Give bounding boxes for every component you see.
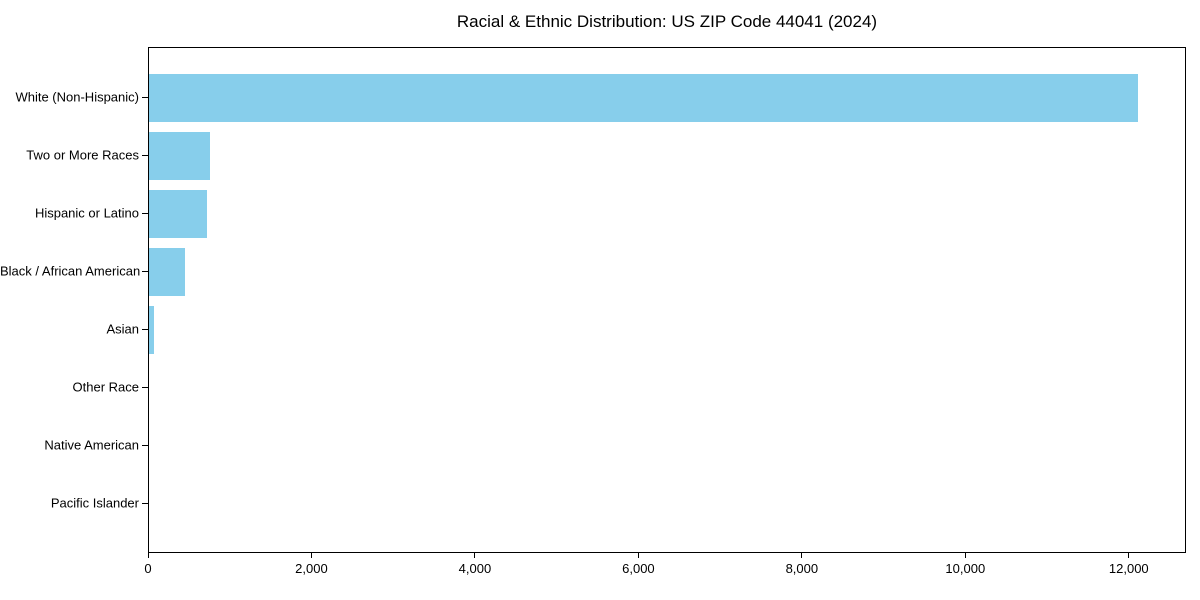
x-axis-tick-label-0: 0 — [144, 561, 152, 576]
y-axis-label-native-american: Native American — [44, 437, 139, 453]
x-axis-tick — [147, 553, 149, 558]
x-axis-tick-label-6-000: 6,000 — [622, 561, 655, 576]
x-axis-tick-label-4-000: 4,000 — [458, 561, 492, 576]
y-axis-tick — [142, 502, 148, 504]
x-axis-tick-label-8-000: 8,000 — [785, 561, 819, 576]
y-axis-label-pacific-islander: Pacific Islander — [50, 495, 139, 511]
y-axis-tick — [142, 328, 148, 330]
x-axis-tick — [310, 553, 312, 558]
y-axis-label-other-race: Other Race — [72, 379, 139, 395]
x-axis-tick — [1128, 553, 1130, 558]
y-axis-tick — [142, 386, 148, 388]
y-axis-tick — [142, 444, 148, 446]
y-axis-label-asian: Asian — [106, 321, 139, 337]
x-axis-tick-label-2-000: 2,000 — [295, 561, 328, 576]
x-axis-tick — [964, 553, 966, 558]
bar-white-non-hispanic — [149, 74, 1138, 122]
y-axis-label-two-or-more-races: Two or More Races — [26, 147, 139, 163]
y-axis-tick — [142, 212, 148, 214]
x-axis-tick-label-12-000: 12,000 — [1108, 561, 1149, 576]
y-axis-label-hispanic-or-latino: Hispanic or Latino — [34, 205, 139, 221]
plot-area — [148, 47, 1186, 553]
x-axis-tick — [637, 553, 639, 558]
y-axis-tick — [142, 270, 148, 272]
bar-two-or-more-races — [149, 132, 210, 180]
chart-title: Racial & Ethnic Distribution: US ZIP Cod… — [456, 12, 878, 31]
y-axis-tick — [142, 154, 148, 156]
x-axis-tick — [474, 553, 476, 558]
bar-asian — [149, 306, 154, 354]
bar-hispanic-or-latino — [149, 190, 208, 238]
y-axis-label-black-african-american: Black / African American — [0, 263, 141, 279]
y-axis-label-white-non-hispanic: White (Non-Hispanic) — [15, 89, 139, 105]
x-axis-tick-label-10-000: 10,000 — [945, 561, 986, 576]
x-axis-tick — [801, 553, 803, 558]
y-axis-tick — [142, 96, 148, 98]
bar-black-african-american — [149, 248, 185, 296]
